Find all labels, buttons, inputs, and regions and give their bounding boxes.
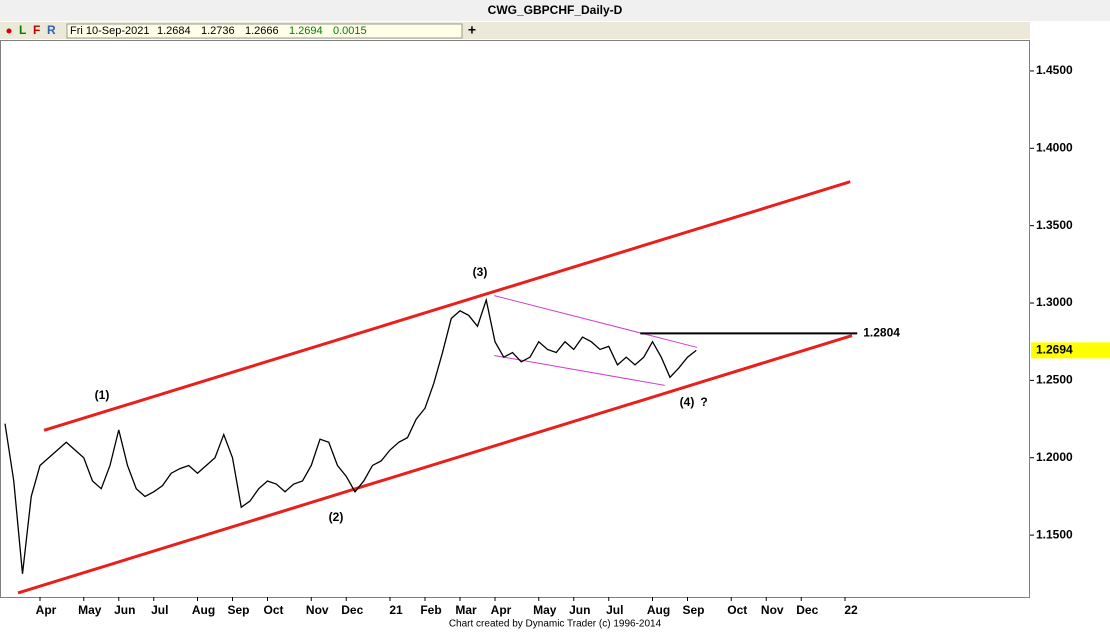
x-tick-label: Jun	[569, 603, 590, 617]
y-tick-label: 1.3500	[1036, 218, 1073, 232]
last-price-box	[1031, 342, 1110, 359]
y-tick-label: 1.3000	[1036, 295, 1073, 309]
wave-label: (3)	[473, 265, 488, 279]
trend-line	[17, 334, 853, 595]
info-close: 1.2694	[289, 25, 323, 37]
y-tick-label: 1.2500	[1036, 373, 1073, 387]
y-tick-label: 1.2000	[1036, 450, 1073, 464]
y-tick-label: 1.4500	[1036, 63, 1073, 77]
wave-label: (4)	[680, 395, 695, 409]
x-tick-label: Aug	[647, 603, 670, 617]
trend-line	[494, 295, 698, 348]
title-bar	[0, 0, 1110, 21]
x-tick-label: Oct	[727, 603, 747, 617]
x-tick-label: May	[533, 603, 557, 617]
info-change: 0.0015	[333, 25, 367, 37]
info-open: 1.2684	[157, 25, 191, 37]
trend-line	[43, 180, 851, 432]
y-tick-label: 1.4000	[1036, 140, 1073, 154]
wave-label: (1)	[95, 388, 110, 402]
wave-label: ?	[700, 395, 707, 409]
info-box	[66, 23, 463, 39]
x-tick-label: Dec	[796, 603, 818, 617]
x-tick-label: Jun	[114, 603, 135, 617]
status-dot	[6, 28, 12, 34]
info-high: 1.2736	[201, 25, 235, 37]
price-line	[4, 297, 697, 574]
level-label: 1.2804	[863, 326, 900, 340]
x-tick-label: Nov	[761, 603, 784, 617]
x-tick-label: Sep	[227, 603, 249, 617]
wave-label: (2)	[329, 510, 344, 524]
toolbar-button[interactable]: F	[33, 23, 40, 37]
add-button[interactable]: +	[468, 22, 476, 38]
x-tick-label: Dec	[341, 603, 363, 617]
x-tick-label: Feb	[420, 603, 441, 617]
x-tick-label: 22	[844, 603, 858, 617]
chart-title: CWG_GBPCHF_Daily-D	[488, 3, 623, 17]
x-tick-label: Jul	[151, 603, 168, 617]
plot-frame	[0, 40, 1030, 598]
x-tick-label: Aug	[192, 603, 215, 617]
info-date: Fri 10-Sep-2021	[70, 25, 150, 37]
last-price-label: 1.2694	[1036, 343, 1073, 357]
x-tick-label: Apr	[491, 603, 512, 617]
x-tick-label: Apr	[36, 603, 57, 617]
y-tick-label: 1.1500	[1036, 527, 1073, 541]
x-tick-label: Sep	[682, 603, 704, 617]
toolbar-button[interactable]: R	[47, 23, 56, 37]
x-tick-label: Nov	[306, 603, 329, 617]
x-tick-label: 21	[389, 603, 403, 617]
x-tick-label: Jul	[606, 603, 623, 617]
toolbar-button[interactable]: L	[19, 23, 26, 37]
x-tick-label: Oct	[263, 603, 283, 617]
x-tick-label: May	[78, 603, 102, 617]
info-low: 1.2666	[245, 25, 279, 37]
x-tick-label: Mar	[455, 603, 477, 617]
footer: Chart created by Dynamic Trader (c) 1996…	[449, 619, 662, 630]
